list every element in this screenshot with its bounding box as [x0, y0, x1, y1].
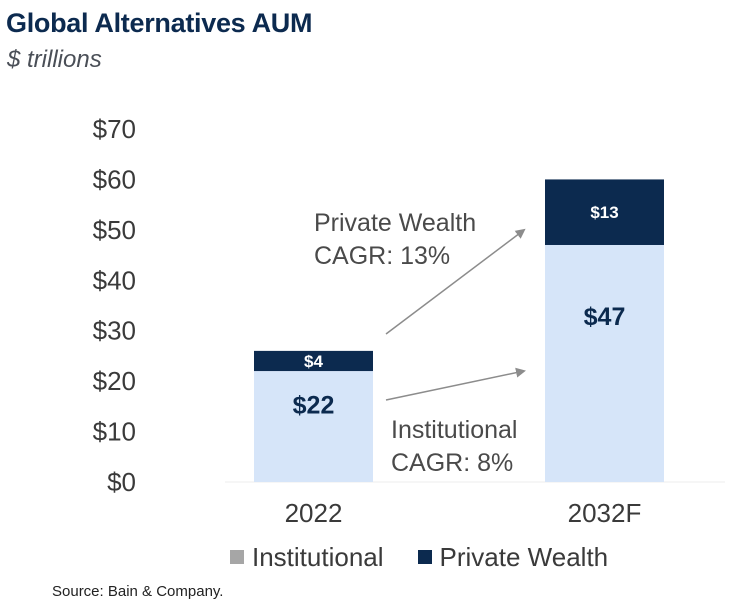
bar-institutional-2032f	[545, 244, 664, 482]
source-note: Source: Bain & Company.	[52, 583, 224, 600]
y-tick-label: $20	[93, 366, 136, 396]
data-label-institutional-2032f: $47	[584, 303, 626, 331]
y-tick-label: $50	[93, 215, 136, 245]
institutional-growth-arrow	[385, 367, 526, 401]
private-wealth-annotation-cagr: CAGR: 13%	[314, 242, 450, 270]
y-tick-label: $30	[93, 316, 136, 346]
y-tick-label: $0	[107, 467, 136, 497]
bar-institutional-2022	[254, 371, 373, 482]
data-label-private-wealth-2022: $4	[304, 352, 323, 371]
y-tick-label: $70	[93, 114, 136, 144]
institutional-annotation-title: Institutional	[391, 416, 517, 444]
x-tick-label: 2022	[285, 498, 343, 528]
private-wealth-annotation-title: Private Wealth	[314, 209, 476, 237]
legend-swatch-private-wealth	[417, 550, 432, 564]
data-label-institutional-2022: $22	[293, 391, 335, 419]
data-label-private-wealth-2032f: $13	[590, 203, 618, 222]
x-tick-label: 2032F	[568, 498, 642, 528]
legend-item-institutional: Institutional	[230, 542, 384, 573]
y-axis: $0 $10 $20 $30 $40 $50 $60 $70	[93, 114, 136, 497]
legend-swatch-institutional	[230, 550, 244, 564]
institutional-annotation-cagr: CAGR: 8%	[391, 449, 513, 477]
bar-private-wealth-2032f	[545, 179, 664, 245]
private-wealth-growth-arrow	[385, 228, 526, 335]
y-tick-label: $10	[93, 417, 136, 447]
legend: Institutional Private Wealth	[230, 540, 642, 574]
bars: $22 $4 $47 $13	[254, 179, 664, 482]
bar-chart: $0 $10 $20 $30 $40 $50 $60 $70 $22 $4 $47 $13 2022…	[93, 114, 725, 528]
x-axis: 2022 2032F	[285, 498, 642, 528]
legend-label-private-wealth: Private Wealth	[439, 541, 609, 572]
y-tick-label: $60	[93, 164, 136, 194]
legend-item-private-wealth: Private Wealth	[417, 541, 609, 573]
chart-subtitle: $ trillions	[7, 46, 102, 73]
legend-label-institutional: Institutional	[252, 541, 384, 572]
y-tick-label: $40	[93, 265, 136, 295]
chart-title: Global Alternatives AUM	[6, 8, 313, 38]
bar-private-wealth-2022	[254, 350, 373, 372]
